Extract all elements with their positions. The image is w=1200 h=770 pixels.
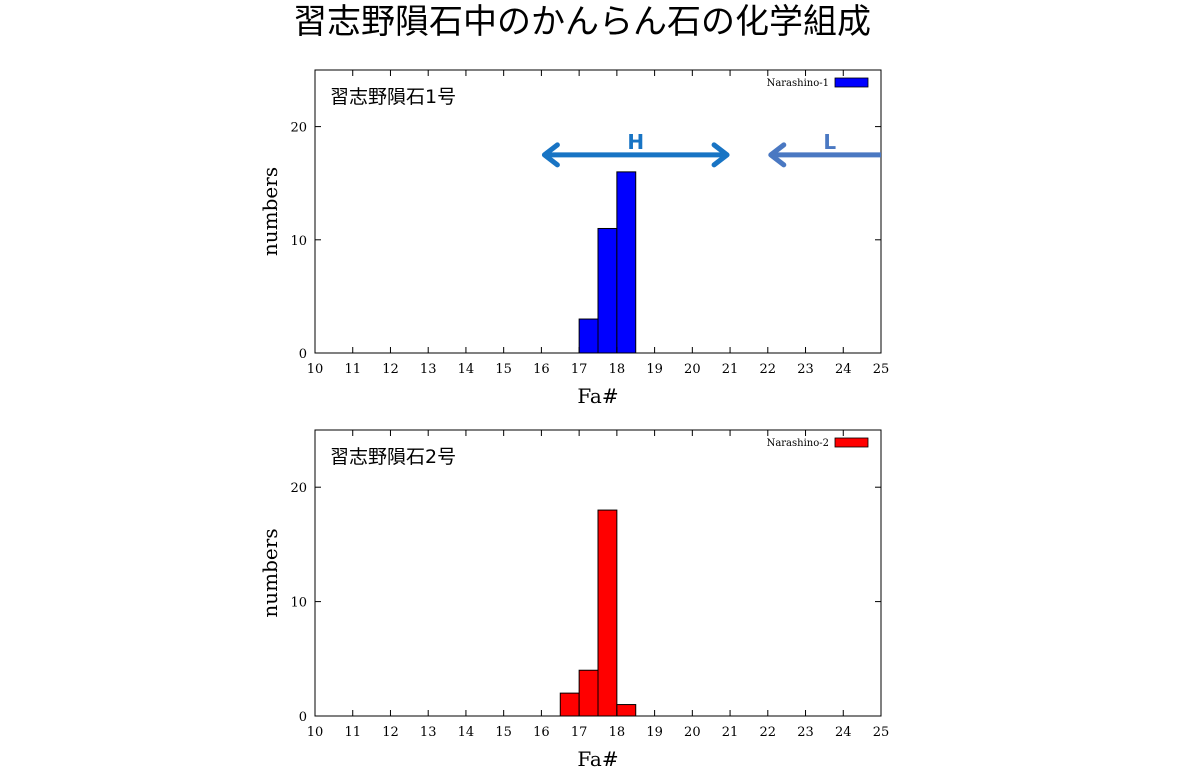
x-tick-label: 20 [684,725,701,740]
histogram-bar [559,692,580,717]
y-axis-title: numbers [258,528,282,617]
chart-narashino-1: 10 11 12 13 14 15 16 17 18 19 20 21 22 23 24 2501020Fa#… [258,69,890,408]
x-tick-label: 12 [382,362,399,377]
x-tick-label: 23 [797,362,814,377]
x-axis-title: Fa# [577,747,618,770]
x-tick-label: 17 [571,725,588,740]
x-tick-label: 18 [609,725,626,740]
plot-frame [314,429,882,717]
arrow-head-left [768,142,787,168]
arrow-label: H [627,130,644,154]
x-tick-label: 24 [835,725,852,740]
plot-frame [314,69,882,354]
page-title: 習志野隕石中のかんらん石の化学組成 [293,2,871,42]
y-tick-label: 0 [299,347,307,362]
x-tick-label: 21 [722,362,739,377]
x-tick-label: 25 [873,362,890,377]
x-axis-title: Fa# [577,384,618,408]
y-tick-label: 10 [290,596,307,611]
y-tick-label: 20 [290,481,307,496]
x-tick-label: 14 [458,725,475,740]
x-tick-label: 22 [760,362,777,377]
x-tick-label: 19 [646,362,663,377]
x-tick-label: 10 [307,362,324,377]
legend-swatch [834,77,869,88]
x-tick-label: 18 [609,362,626,377]
arrow-head-left [541,142,560,168]
x-tick-label: 21 [722,725,739,740]
x-tick-label: 10 [307,725,324,740]
histogram-bar [597,227,618,354]
histogram-bar [578,318,599,354]
x-tick-label: 25 [873,725,890,740]
panel-label: 習志野隕石2号 [330,446,456,468]
histogram-bar [597,509,618,717]
y-tick-label: 10 [290,234,307,249]
histogram-bar [578,669,599,717]
arrow-label: L [823,130,836,154]
x-tick-label: 16 [533,725,550,740]
legend-label: Narashino-2 [767,438,829,449]
range-arrow-h: H [541,130,730,168]
x-tick-label: 11 [344,725,361,740]
y-tick-label: 0 [299,710,307,725]
arrow-head-right [711,142,730,168]
x-tick-label: 17 [571,362,588,377]
legend-label: Narashino-1 [767,78,829,89]
x-tick-label: 13 [420,362,437,377]
y-tick-label: 20 [290,121,307,136]
x-tick-label: 15 [495,362,512,377]
panel-label: 習志野隕石1号 [330,86,456,108]
range-arrow-l: L [768,130,881,168]
histogram-bar [616,171,637,354]
x-tick-label: 24 [835,362,852,377]
x-tick-label: 23 [797,725,814,740]
x-tick-label: 13 [420,725,437,740]
y-axis-title: numbers [258,167,282,256]
legend-swatch [834,437,869,448]
chart-narashino-2: 10 11 12 13 14 15 16 17 18 19 20 21 22 23 24 2501020Fa#… [258,429,890,770]
x-tick-label: 14 [458,362,475,377]
x-tick-label: 20 [684,362,701,377]
x-tick-label: 16 [533,362,550,377]
x-tick-label: 22 [760,725,777,740]
x-tick-label: 12 [382,725,399,740]
x-tick-label: 15 [495,725,512,740]
x-tick-label: 11 [344,362,361,377]
histogram-bar [616,704,637,717]
x-tick-label: 19 [646,725,663,740]
